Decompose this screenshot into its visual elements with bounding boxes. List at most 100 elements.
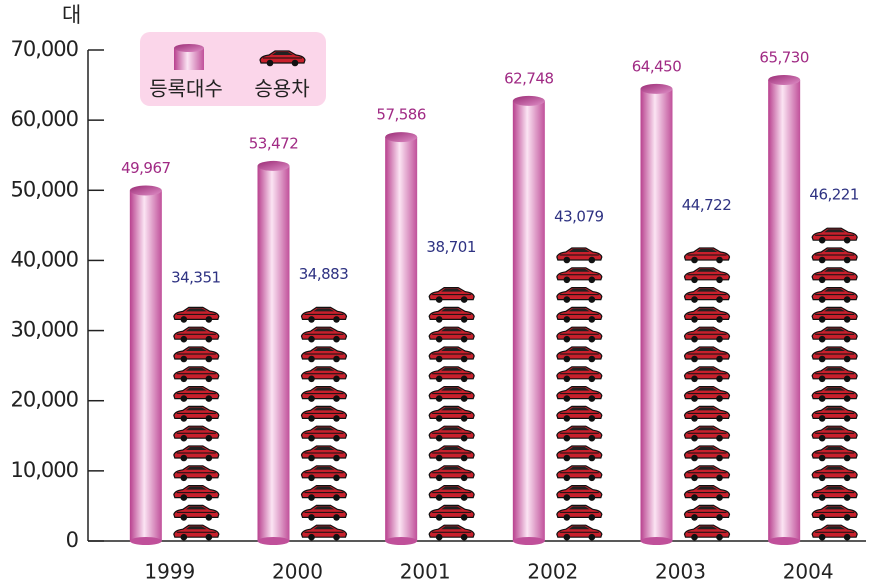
y-tick-label: 60,000 (11, 107, 78, 131)
cylinder (513, 96, 545, 545)
car-icon (302, 327, 347, 342)
x-tick-label: 2004 (783, 560, 834, 584)
car-stack (812, 228, 857, 540)
car-icon (557, 525, 602, 540)
car-icon (685, 268, 730, 283)
value-label: 62,748 (504, 69, 554, 87)
car-icon (174, 307, 219, 322)
car-icon (685, 327, 730, 342)
car-icon (812, 347, 857, 362)
car-icon (557, 248, 602, 263)
car-icon (812, 426, 857, 441)
car-icon (174, 466, 219, 481)
bar-bottom (768, 537, 800, 545)
car-icon (302, 466, 347, 481)
car-icon (174, 446, 219, 461)
car-icon (685, 307, 730, 322)
car-icon (174, 505, 219, 520)
car-icon (302, 486, 347, 501)
bar-top (130, 186, 162, 196)
car-icon (812, 466, 857, 481)
car-stack (429, 288, 474, 541)
car-icon (685, 505, 730, 520)
car-icon (557, 347, 602, 362)
car-icon (429, 466, 474, 481)
car-icon (429, 525, 474, 540)
bar-top (258, 161, 290, 171)
legend-label: 승용차 (254, 77, 309, 101)
bar-top (641, 84, 673, 94)
car-icon (685, 426, 730, 441)
bar-top (385, 132, 417, 142)
car-icon (429, 288, 474, 303)
car-icon (557, 505, 602, 520)
car-icon (557, 307, 602, 322)
car-icon (302, 426, 347, 441)
car-icon (685, 367, 730, 382)
car-icon (302, 446, 347, 461)
car-icon (429, 347, 474, 362)
car-icon (812, 228, 857, 243)
car-icon (557, 486, 602, 501)
car-icon (429, 406, 474, 421)
bar-bottom (385, 537, 417, 545)
car-icon (174, 367, 219, 382)
bar (641, 89, 673, 541)
cylinder (130, 186, 162, 545)
car-icon (429, 327, 474, 342)
x-tick-label: 2000 (272, 560, 323, 584)
car-icon (685, 466, 730, 481)
car-icon (302, 525, 347, 540)
car-stack (557, 248, 602, 541)
bar (385, 137, 417, 541)
y-tick-label: 70,000 (11, 37, 78, 61)
car-icon (302, 406, 347, 421)
car-icon (812, 288, 857, 303)
bar (513, 101, 545, 541)
y-tick-label: 20,000 (11, 388, 78, 412)
car-stack (302, 307, 347, 540)
cylinder (385, 132, 417, 545)
car-icon (557, 268, 602, 283)
bar-top (768, 75, 800, 85)
car-icon (174, 327, 219, 342)
car-stack (685, 248, 730, 541)
value-label: 43,079 (554, 207, 604, 225)
car-icon (174, 525, 219, 540)
car-icon (429, 446, 474, 461)
value-label: 49,967 (121, 159, 171, 177)
value-label: 44,722 (682, 196, 732, 214)
car-icon (557, 327, 602, 342)
y-tick-label: 0 (66, 528, 78, 552)
car-icon (174, 406, 219, 421)
car-icon (557, 426, 602, 441)
bar-top (513, 96, 545, 106)
value-label: 34,883 (299, 265, 349, 283)
car-icon (685, 248, 730, 263)
legend-swatch (174, 44, 204, 70)
y-tick-label: 40,000 (11, 247, 78, 271)
car-icon (812, 327, 857, 342)
car-icon (174, 426, 219, 441)
cylinder (641, 84, 673, 545)
car-stack (174, 307, 219, 540)
car-icon (685, 446, 730, 461)
car-icon (812, 505, 857, 520)
car-icon (812, 406, 857, 421)
car-icon (302, 505, 347, 520)
bar (130, 191, 162, 541)
y-tick-label: 50,000 (11, 177, 78, 201)
car-icon (429, 426, 474, 441)
car-icon (685, 347, 730, 362)
car-icon (557, 446, 602, 461)
bar (258, 166, 290, 541)
value-label: 65,730 (759, 48, 809, 66)
y-axis-label: 대 (62, 3, 80, 27)
value-label: 57,586 (376, 106, 426, 124)
car-icon (302, 347, 347, 362)
value-label: 38,701 (426, 238, 476, 256)
x-tick-label: 2001 (400, 560, 451, 584)
y-tick-label: 10,000 (11, 458, 78, 482)
value-label: 46,221 (809, 185, 859, 203)
car-icon (302, 387, 347, 402)
